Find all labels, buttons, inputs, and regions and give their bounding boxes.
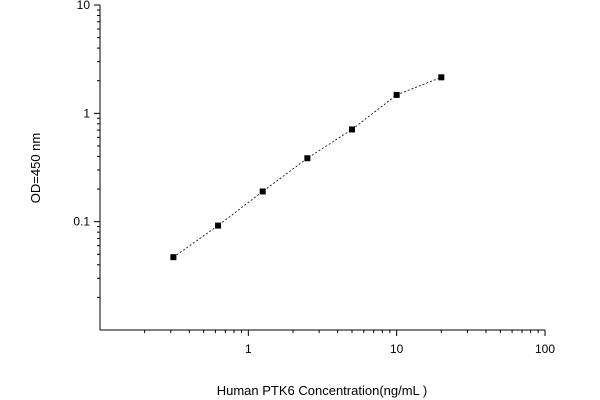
data-point-marker (215, 222, 222, 229)
data-point-marker (393, 91, 400, 98)
y-axis-title: OD=450 nm (28, 133, 43, 203)
x-axis-ticks: 1 10 100 (144, 330, 555, 356)
series-layer (170, 74, 445, 261)
y-axis-ticks: 0.1 1 10 (73, 0, 100, 298)
data-point-marker (304, 155, 311, 162)
y-tick-label: 1 (83, 106, 90, 120)
data-point-marker (259, 188, 266, 195)
x-tick-label: 100 (535, 342, 555, 356)
series-line (173, 76, 442, 258)
data-point-marker (438, 74, 445, 81)
data-point-marker (170, 254, 177, 261)
x-tick-label: 10 (390, 342, 404, 356)
y-tick-label: 10 (77, 0, 91, 12)
x-tick-label: 1 (245, 342, 252, 356)
y-tick-label: 0.1 (73, 215, 90, 229)
x-axis-title: Human PTK6 Concentration(ng/mL ) (217, 383, 428, 398)
plot-area (99, 5, 545, 331)
data-point-marker (349, 126, 356, 133)
